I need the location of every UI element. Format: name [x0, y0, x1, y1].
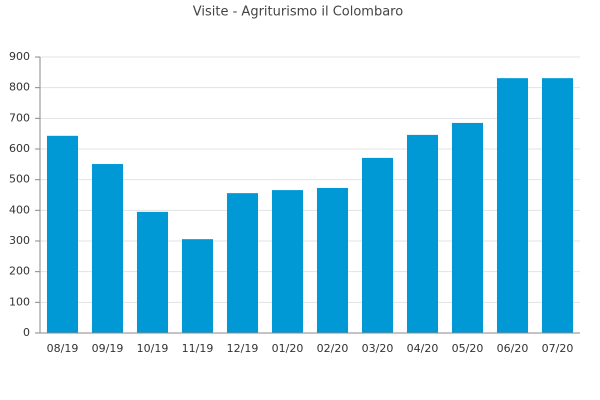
- y-tick-label: 100: [9, 295, 30, 308]
- x-tick-label: 04/20: [407, 342, 439, 355]
- y-tick-label: 400: [9, 203, 30, 216]
- grid-layer: [35, 56, 580, 334]
- y-tick-label: 600: [9, 142, 30, 155]
- y-tick-label: 500: [9, 173, 30, 186]
- x-tick-label: 10/19: [137, 342, 169, 355]
- x-tick-label: 07/20: [542, 342, 574, 355]
- bar: [496, 78, 529, 333]
- x-tick-label: 08/19: [47, 342, 79, 355]
- y-tick-label: 800: [9, 81, 30, 94]
- bar: [361, 157, 394, 333]
- bar: [271, 190, 304, 333]
- bar: [181, 239, 214, 333]
- y-tick-label: 0: [23, 326, 30, 339]
- x-tick-label: 12/19: [227, 342, 259, 355]
- bar: [316, 187, 349, 333]
- bar-layer: [46, 78, 574, 333]
- bar: [451, 122, 484, 333]
- y-tick-label: 700: [9, 111, 30, 124]
- bar: [226, 193, 259, 333]
- chart-title: Visite - Agriturismo il Colombaro: [193, 5, 403, 20]
- x-tick-label: 11/19: [182, 342, 214, 355]
- x-tick-label: 09/19: [92, 342, 124, 355]
- x-tick-label: 03/20: [362, 342, 394, 355]
- x-tick-label: 01/20: [272, 342, 304, 355]
- y-tick-label: 900: [9, 50, 30, 63]
- label-layer: 0 100 200 300 400 500 600 700 800 900 08/19 09/19 10…: [9, 50, 573, 355]
- x-tick-label: 05/20: [452, 342, 484, 355]
- bar: [541, 78, 574, 333]
- bar: [136, 211, 169, 333]
- x-tick-label: 02/20: [317, 342, 349, 355]
- y-tick-label: 200: [9, 265, 30, 278]
- y-tick-label: 300: [9, 234, 30, 247]
- x-tick-label: 06/20: [497, 342, 529, 355]
- bar: [406, 134, 439, 333]
- bar: [46, 135, 79, 333]
- bar: [91, 164, 124, 333]
